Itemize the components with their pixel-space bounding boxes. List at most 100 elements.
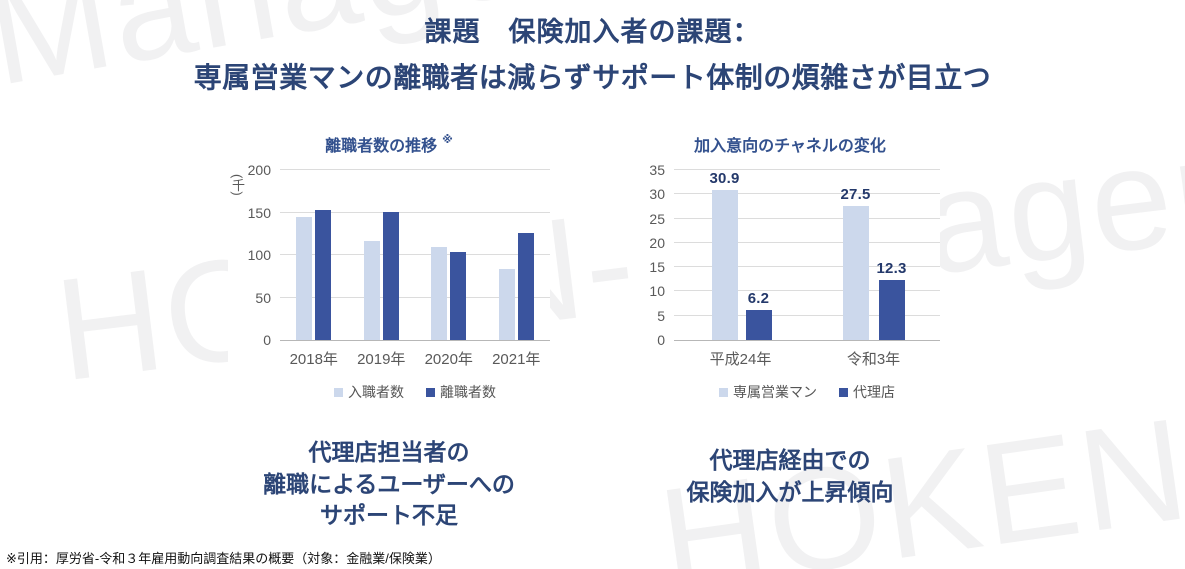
legend-item: 離職者数 <box>426 382 496 402</box>
bar <box>498 268 515 340</box>
legend-label: 入職者数 <box>348 384 404 400</box>
bar-groups: 30.9 6.2 27.5 12.3 <box>674 170 940 340</box>
y-tick-label: 30 <box>649 186 665 203</box>
legend-item: 専属営業マン <box>719 382 817 402</box>
y-tick-label: 15 <box>649 259 665 276</box>
bar-wrap: 12.3 <box>877 260 907 340</box>
y-tick-label: 25 <box>649 210 665 227</box>
bar-wrap <box>498 268 515 340</box>
bar-group: 30.9 6.2 <box>674 170 807 340</box>
gridline <box>674 266 940 268</box>
chart-channel-title: 加入意向のチャネルの変化 <box>640 132 940 156</box>
x-category-label: 令和3年 <box>846 351 901 368</box>
legend-swatch <box>426 387 435 397</box>
bar-wrap <box>315 209 332 340</box>
caption-line: 代理店経由での <box>709 447 871 473</box>
chart-channel-body: 0 5 10 15 20 25 30 35 30.9 6.2 27.5 12.3 <box>640 162 940 348</box>
x-category-label: 2020年 <box>424 351 473 368</box>
x-category-label: 2019年 <box>357 351 406 368</box>
bar-value-label: 12.3 <box>876 260 907 278</box>
caption-line: 離職によるユーザーへの <box>263 470 515 497</box>
bar <box>878 280 905 340</box>
x-category-label: 2018年 <box>289 351 338 368</box>
y-tick-label: 5 <box>657 307 665 324</box>
gridline <box>674 314 940 316</box>
legend-label: 代理店 <box>853 384 895 400</box>
bar-wrap <box>363 241 380 340</box>
bar-group <box>280 170 348 340</box>
y-tick-label: 35 <box>649 162 665 178</box>
chart-channel: 加入意向のチャネルの変化 0 5 10 15 20 25 30 35 30.9 6.2 27.5 1… <box>640 126 940 402</box>
source-footnote: ※引用：厚労省-令和３年雇用動向調査結果の概要（対象：金融業/保険業） <box>6 551 441 566</box>
bar-wrap: 30.9 <box>710 170 740 340</box>
y-tick-label: 20 <box>649 234 665 251</box>
caption-line: 代理店担当者の <box>308 439 470 465</box>
chart-channel-plot-area: 30.9 6.2 27.5 12.3 <box>674 169 940 341</box>
chart-turnover-title-text: 離職者数の推移 <box>325 138 438 155</box>
bar <box>745 309 772 340</box>
caption-channel: 代理店経由での 保険加入が上昇傾向 <box>635 445 945 508</box>
chart-turnover-title: 離職者数の推移 ※ <box>228 132 550 156</box>
gridline <box>280 296 550 298</box>
gridline <box>674 241 940 243</box>
bar-wrap <box>450 251 467 340</box>
watermark-middle: HOKEN-Manager <box>48 107 1185 412</box>
caption-line: サポート不足 <box>320 502 458 529</box>
y-tick-label: 150 <box>247 204 271 221</box>
bar <box>382 211 399 340</box>
bar-value-label: 30.9 <box>709 169 740 187</box>
bar <box>450 251 467 340</box>
bar <box>517 232 534 340</box>
legend-swatch <box>719 387 728 397</box>
bar-value-label: 6.2 <box>747 289 770 307</box>
gridline <box>674 169 940 170</box>
bar <box>315 209 332 340</box>
bar-value-label: 27.5 <box>840 186 871 204</box>
gridline <box>674 193 940 195</box>
x-category-label: 平成24年 <box>709 351 772 368</box>
legend-item: 代理店 <box>839 382 895 402</box>
bar-group <box>483 170 551 340</box>
y-tick-label: 0 <box>657 332 665 348</box>
bar-group: 27.5 12.3 <box>807 170 940 340</box>
gridline <box>674 217 940 219</box>
bar <box>711 189 738 340</box>
bar-wrap <box>296 216 313 340</box>
gridline <box>280 169 550 170</box>
caption-line: 保険加入が上昇傾向 <box>686 478 894 505</box>
y-tick-label: 0 <box>263 332 271 348</box>
gridline <box>280 254 550 255</box>
legend-swatch <box>334 387 343 397</box>
bar-groups <box>280 170 550 340</box>
chart-turnover-plot-area <box>280 169 550 341</box>
x-axis-labels: 平成24年 令和3年 <box>640 348 940 369</box>
bar <box>296 216 313 340</box>
caption-turnover: 代理店担当者の 離職によるユーザーへの サポート不足 <box>228 437 550 532</box>
x-axis-labels: 2018年 2019年 2020年 2021年 <box>228 348 550 369</box>
y-tick-label: 50 <box>255 289 271 306</box>
chart-turnover: 離職者数の推移 ※ (千) 0 50 100 150 200 2018年 2019年 2020… <box>228 126 550 402</box>
y-tick-label: 100 <box>247 247 271 263</box>
legend-swatch <box>839 387 848 397</box>
bar-wrap: 6.2 <box>745 289 772 340</box>
y-axis-ticks: 0 50 100 150 200 <box>246 162 280 348</box>
slide-title: 課題 保険加入者の課題： 専属営業マンの離職者は減らずサポート体制の煩雑さが目立… <box>0 10 1185 96</box>
bar-wrap <box>431 246 448 340</box>
y-axis-unit-label: (千) <box>230 174 245 196</box>
legend-label: 専属営業マン <box>733 384 817 400</box>
chart-channel-legend: 専属営業マン 代理店 <box>640 382 940 402</box>
chart-channel-title-text: 加入意向のチャネルの変化 <box>694 138 886 155</box>
slide-title-line2: 専属営業マンの離職者は減らずサポート体制の煩雑さが目立つ <box>193 62 992 93</box>
bar-wrap: 27.5 <box>841 186 871 340</box>
bar <box>842 206 869 340</box>
y-tick-label: 200 <box>247 162 271 178</box>
gridline <box>674 290 940 292</box>
footnote-reference-mark: ※ <box>442 133 453 146</box>
gridline <box>280 211 550 213</box>
bar <box>363 241 380 340</box>
bar-wrap <box>382 211 399 340</box>
legend-item: 入職者数 <box>334 382 404 402</box>
bar <box>431 246 448 340</box>
bar-group <box>415 170 483 340</box>
y-tick-label: 10 <box>649 283 665 300</box>
